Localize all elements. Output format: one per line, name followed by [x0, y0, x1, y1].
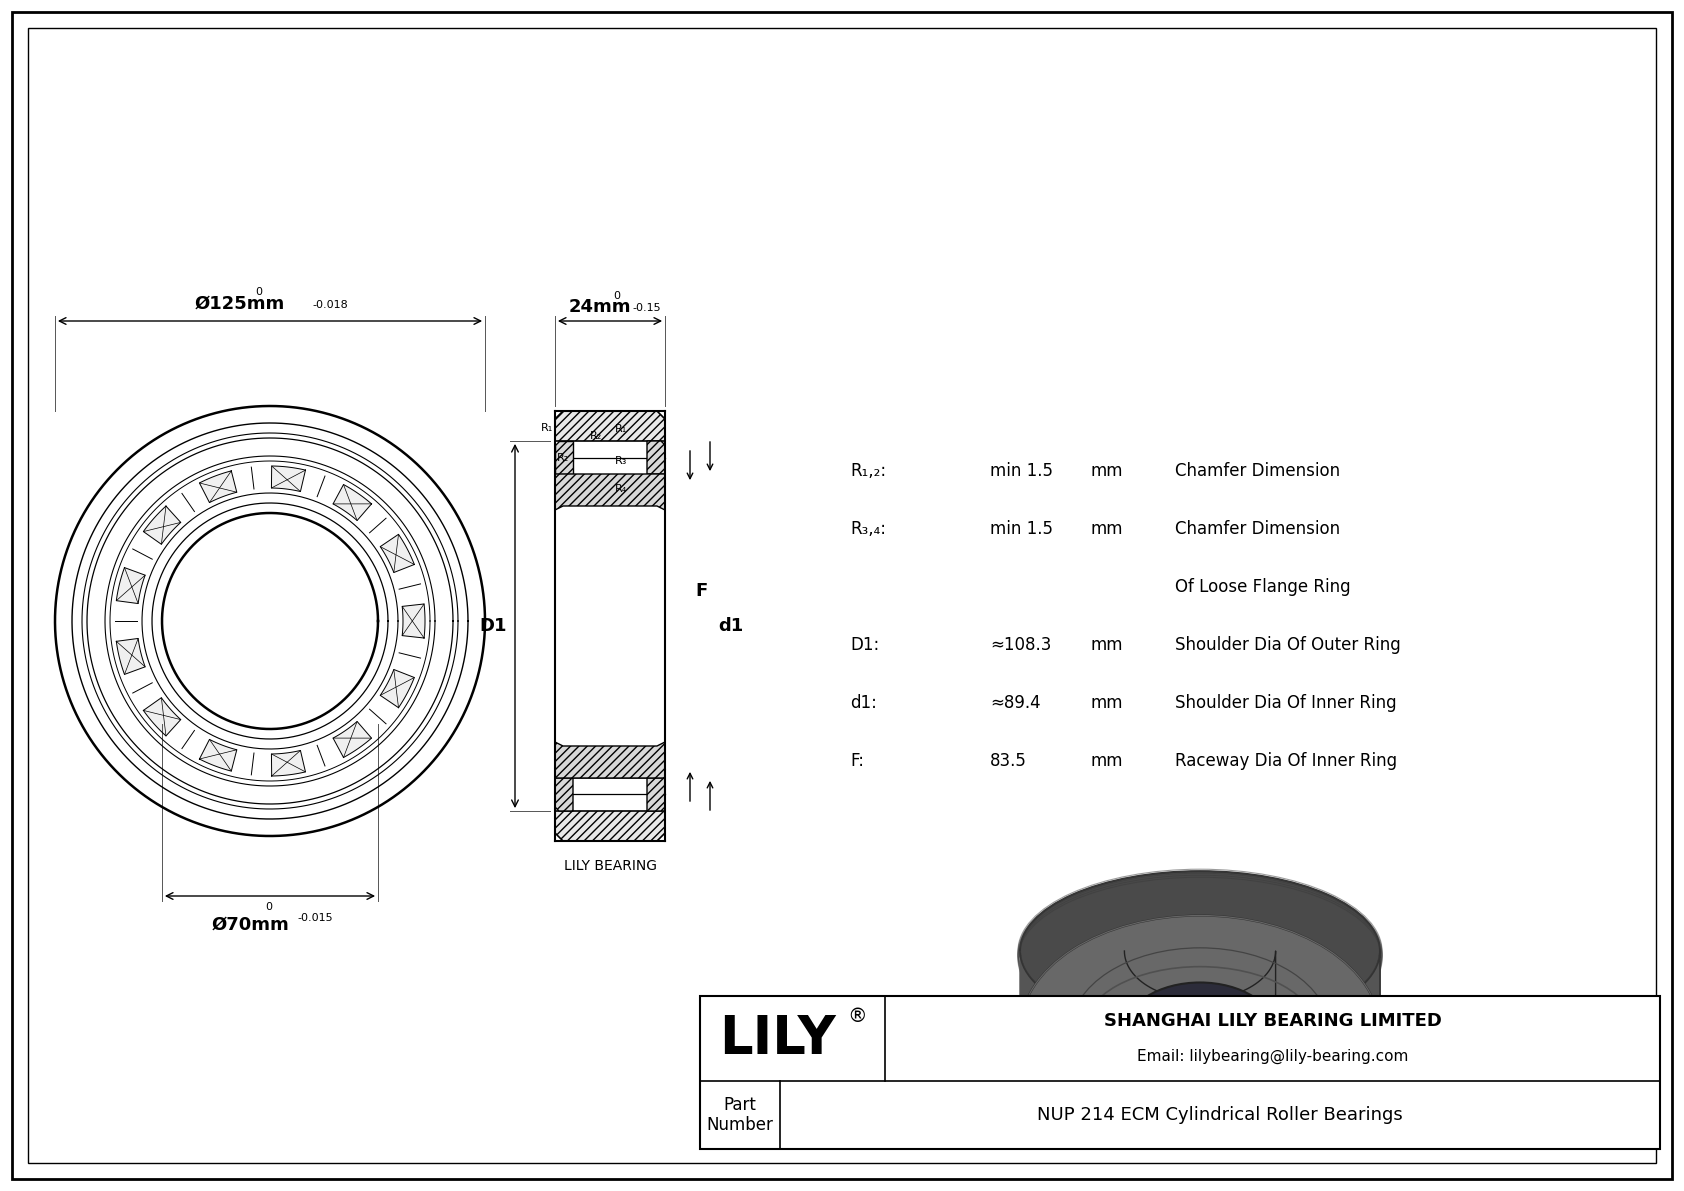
Text: mm: mm	[1090, 636, 1123, 654]
Polygon shape	[199, 470, 237, 503]
Text: LILY BEARING: LILY BEARING	[564, 859, 657, 873]
Text: D1: D1	[480, 617, 507, 635]
Polygon shape	[556, 742, 665, 778]
Bar	[556, 474, 665, 778]
Ellipse shape	[1021, 916, 1379, 1147]
Text: 0: 0	[254, 287, 263, 297]
Polygon shape	[381, 669, 414, 707]
Ellipse shape	[1125, 983, 1275, 1079]
Text: mm: mm	[1090, 520, 1123, 538]
Polygon shape	[556, 778, 573, 811]
Text: F:: F:	[850, 752, 864, 771]
Text: Shoulder Dia Of Inner Ring: Shoulder Dia Of Inner Ring	[1175, 694, 1396, 712]
Text: Ø125mm: Ø125mm	[195, 295, 285, 313]
Polygon shape	[556, 474, 665, 510]
Text: mm: mm	[1090, 752, 1123, 771]
Text: 0: 0	[264, 902, 273, 912]
Polygon shape	[271, 466, 305, 492]
Text: Shoulder Dia Of Outer Ring: Shoulder Dia Of Outer Ring	[1175, 636, 1401, 654]
Polygon shape	[271, 750, 305, 777]
Text: -0.015: -0.015	[296, 913, 333, 923]
Polygon shape	[143, 698, 180, 736]
Text: ≈89.4: ≈89.4	[990, 694, 1041, 712]
Text: -0.15: -0.15	[632, 303, 660, 313]
Polygon shape	[402, 604, 424, 638]
Text: Chamfer Dimension: Chamfer Dimension	[1175, 520, 1340, 538]
Polygon shape	[143, 506, 180, 544]
Text: mm: mm	[1090, 462, 1123, 480]
Text: R₂: R₂	[557, 453, 569, 463]
Polygon shape	[116, 568, 145, 604]
Polygon shape	[1021, 950, 1379, 1147]
Polygon shape	[116, 638, 145, 674]
Text: ≈108.3: ≈108.3	[990, 636, 1051, 654]
Polygon shape	[556, 811, 665, 841]
Polygon shape	[333, 485, 372, 520]
Text: 24mm: 24mm	[569, 298, 632, 316]
Text: d1:: d1:	[850, 694, 877, 712]
Polygon shape	[647, 778, 665, 811]
Polygon shape	[647, 441, 665, 474]
Text: min 1.5: min 1.5	[990, 520, 1052, 538]
Text: R₁: R₁	[541, 423, 552, 434]
Text: NUP 214 ECM Cylindrical Roller Bearings: NUP 214 ECM Cylindrical Roller Bearings	[1037, 1106, 1403, 1124]
Text: Raceway Dia Of Inner Ring: Raceway Dia Of Inner Ring	[1175, 752, 1398, 771]
Text: SHANGHAI LILY BEARING LIMITED: SHANGHAI LILY BEARING LIMITED	[1103, 1011, 1442, 1029]
Text: -0.018: -0.018	[312, 300, 349, 310]
Text: R₁,₂:: R₁,₂:	[850, 462, 886, 480]
Text: R₄: R₄	[615, 484, 626, 494]
Text: mm: mm	[1090, 694, 1123, 712]
Text: 0: 0	[613, 291, 620, 301]
Polygon shape	[556, 441, 573, 474]
Text: R₂: R₂	[589, 431, 601, 441]
Text: ®: ®	[847, 1008, 867, 1025]
Text: R₃,₄:: R₃,₄:	[850, 520, 886, 538]
Text: Email: lilybearing@lily-bearing.com: Email: lilybearing@lily-bearing.com	[1137, 1049, 1408, 1064]
Polygon shape	[333, 722, 372, 757]
Ellipse shape	[1021, 871, 1379, 1030]
Text: R₁: R₁	[615, 424, 626, 434]
Text: d1: d1	[717, 617, 743, 635]
Text: Of Loose Flange Ring: Of Loose Flange Ring	[1175, 578, 1351, 596]
Text: 83.5: 83.5	[990, 752, 1027, 771]
Text: D1:: D1:	[850, 636, 879, 654]
Polygon shape	[1125, 950, 1275, 1079]
Text: F: F	[695, 582, 707, 600]
Text: LILY: LILY	[719, 1012, 835, 1065]
Polygon shape	[381, 535, 414, 573]
Bar	[701, 996, 1660, 1149]
Text: Part
Number: Part Number	[707, 1096, 773, 1134]
Text: Chamfer Dimension: Chamfer Dimension	[1175, 462, 1340, 480]
Text: R₃: R₃	[615, 456, 628, 466]
Text: min 1.5: min 1.5	[990, 462, 1052, 480]
Text: Ø70mm: Ø70mm	[210, 916, 290, 934]
Bar	[556, 459, 665, 794]
Polygon shape	[556, 411, 665, 441]
Polygon shape	[199, 740, 237, 771]
